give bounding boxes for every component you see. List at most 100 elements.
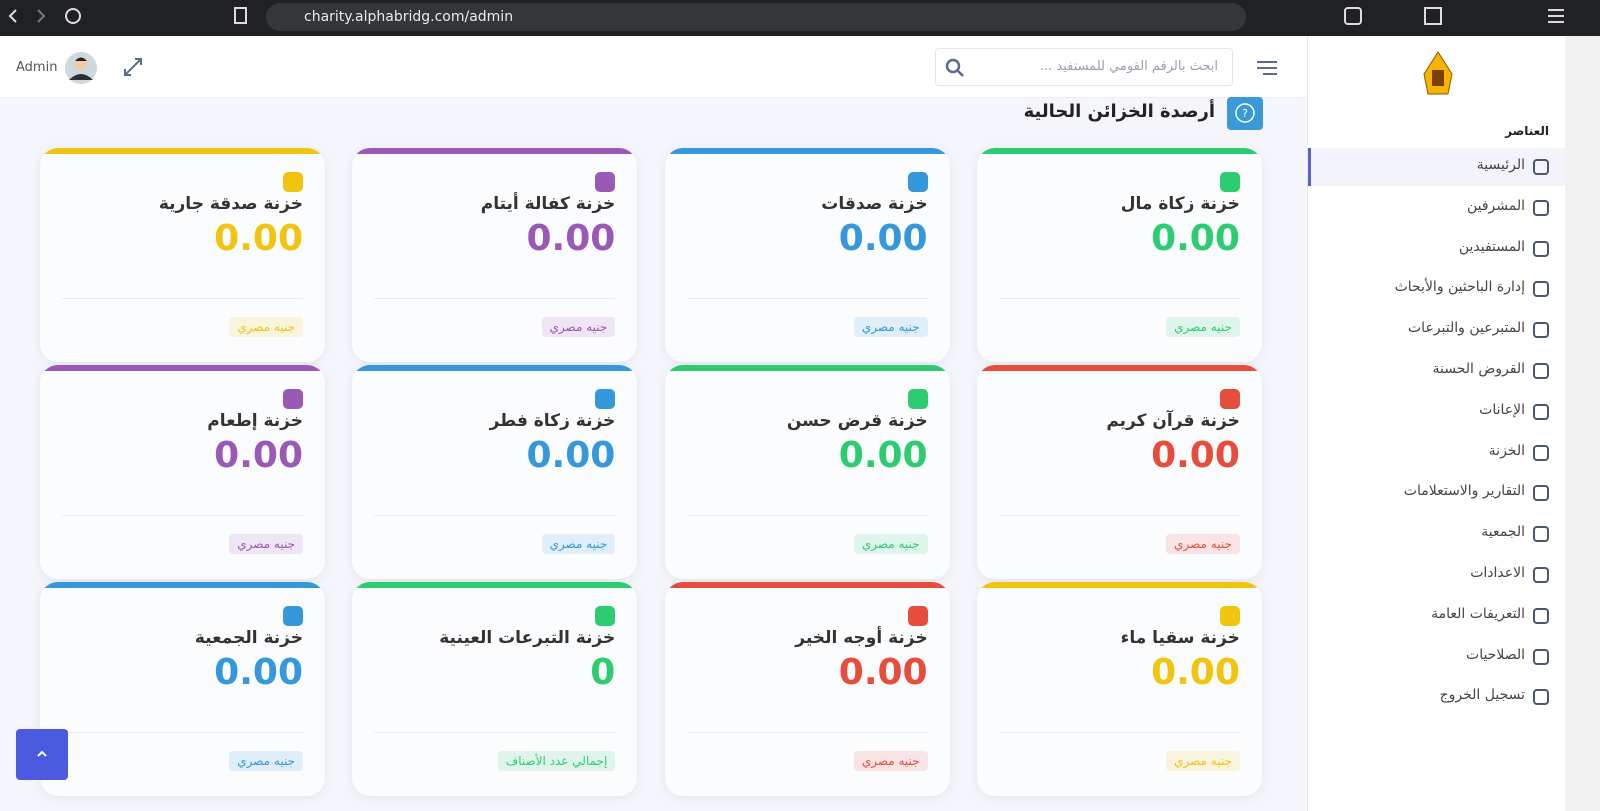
menu-icon <box>1533 526 1549 543</box>
card-top-border <box>976 582 1262 588</box>
card-icon <box>907 389 928 409</box>
card-icon <box>907 606 928 626</box>
card-value: 0.00 <box>838 435 928 476</box>
menu-icon <box>1533 199 1549 216</box>
card-top-border <box>976 148 1262 154</box>
menu-item[interactable]: المتبرعين والتبرعات <box>1408 320 1525 337</box>
avatar[interactable] <box>65 52 97 84</box>
card-title: خزنة إطعام <box>207 411 303 431</box>
treasury-card[interactable]: خزنة صدقات 0.00 جنيه مصري <box>664 148 950 362</box>
card-title: خزنة سقيا ماء <box>1120 628 1240 648</box>
menu-item[interactable]: الخزنة <box>1488 442 1525 459</box>
card-value: 0.00 <box>214 218 303 259</box>
card-badge: جنيه مصري <box>1166 534 1240 554</box>
treasury-card[interactable]: خزنة الجمعية 0.00 جنيه مصري <box>40 582 325 796</box>
search-input[interactable]: ابحث بالرقم القومي للمستفيد ... <box>935 48 1233 86</box>
card-divider <box>998 298 1240 299</box>
card-value: 0.00 <box>838 652 928 693</box>
menu-icon <box>1533 689 1549 706</box>
treasury-card[interactable]: خزنة زكاة فطر 0.00 جنيه مصري <box>352 365 638 579</box>
card-top-border <box>664 365 950 371</box>
menu-icon <box>1533 403 1549 420</box>
treasury-card[interactable]: خزنة إطعام 0.00 جنيه مصري <box>40 365 325 579</box>
card-badge: جنيه مصري <box>1166 751 1240 771</box>
menu-item[interactable]: الجمعية <box>1481 524 1525 541</box>
card-badge: جنيه مصري <box>853 317 928 337</box>
card-top-border <box>40 148 325 154</box>
card-value: 0.00 <box>1151 435 1240 476</box>
treasury-card[interactable]: خزنة سقيا ماء 0.00 جنيه مصري <box>976 582 1262 796</box>
card-icon <box>595 389 616 409</box>
menu-toggle[interactable] <box>1256 60 1278 76</box>
menu-icon <box>1533 607 1549 624</box>
card-title: خزنة كفالة أيتام <box>480 194 616 214</box>
active-indicator <box>1308 148 1566 186</box>
browser-bar: charity.alphabridg.com/admin <box>0 0 1600 36</box>
sidebar: العناصر الرئيسية المشرفين المستفيدين إدارة … <box>1307 36 1566 811</box>
card-title: خزنة صدقات <box>821 194 928 214</box>
search-icon <box>945 58 964 77</box>
card-title: خزنة التبرعات العينية <box>439 628 616 648</box>
treasury-card[interactable]: خزنة صدقة جارية 0.00 جنيه مصري <box>40 148 325 362</box>
menu-item[interactable]: القروض الحسنة <box>1432 361 1525 377</box>
treasury-card[interactable]: خزنة أوجه الخير 0.00 جنيه مصري <box>664 582 950 796</box>
card-icon <box>1219 389 1240 409</box>
menu-item[interactable]: الإعانات <box>1479 401 1525 418</box>
url-bar[interactable]: charity.alphabridg.com/admin <box>266 3 1246 31</box>
treasury-card[interactable]: خزنة كفالة أيتام 0.00 جنيه مصري <box>352 148 638 362</box>
menu-item[interactable]: الرئيسية <box>1476 157 1525 173</box>
menu-icon <box>1533 281 1549 298</box>
card-badge: جنيه مصري <box>1166 317 1240 337</box>
card-icon <box>283 172 303 192</box>
card-badge: جنيه مصري <box>229 751 303 771</box>
card-badge: جنيه مصري <box>541 534 616 554</box>
help-icon: ? <box>1227 97 1263 130</box>
card-top-border <box>352 365 638 371</box>
menu-item[interactable]: الاعدادات <box>1470 565 1525 581</box>
card-top-border <box>976 365 1262 371</box>
card-title: خزنة قرض حسن <box>786 411 928 431</box>
treasury-card[interactable]: خزنة قرض حسن 0.00 جنيه مصري <box>664 365 950 579</box>
card-value: 0.00 <box>214 652 303 693</box>
card-value: 0.00 <box>838 218 928 259</box>
card-top-border <box>352 582 638 588</box>
treasury-card[interactable]: خزنة زكاة مال 0.00 جنيه مصري <box>976 148 1262 362</box>
header: ابحث بالرقم القومي للمستفيد ... Admin <box>0 36 1307 98</box>
menu-item[interactable]: التقارير والاستعلامات <box>1403 483 1525 500</box>
menu-item[interactable]: الصلاحيات <box>1466 646 1525 663</box>
card-value: 0 <box>590 652 616 693</box>
card-value: 0.00 <box>526 435 616 476</box>
menu-item[interactable]: إدارة الباحثين والأبحاث <box>1394 279 1525 296</box>
menu-item[interactable]: تسجيل الخروج <box>1439 687 1525 704</box>
card-badge: جنيه مصري <box>229 317 303 337</box>
scroll-top-button[interactable] <box>16 729 68 780</box>
card-divider <box>62 515 303 516</box>
treasury-card[interactable]: خزنة التبرعات العينية 0 إجمالي عدد الأصناف <box>352 582 638 796</box>
card-title: خزنة صدقة جارية <box>158 194 303 214</box>
logo <box>1423 51 1453 95</box>
menu-item[interactable]: التعريفات العامة <box>1431 605 1525 622</box>
card-divider <box>686 515 928 516</box>
card-title: خزنة أوجه الخير <box>795 628 928 648</box>
menu-item[interactable]: المشرفين <box>1466 197 1525 214</box>
card-icon <box>283 389 303 409</box>
menu-icon <box>1533 485 1549 502</box>
card-top-border <box>664 148 950 154</box>
user-name[interactable]: Admin <box>16 60 58 75</box>
card-divider <box>998 732 1240 733</box>
card-top-border <box>40 582 325 588</box>
card-divider <box>62 732 303 733</box>
card-top-border <box>352 148 638 154</box>
menu-icon <box>1533 648 1549 665</box>
treasury-card[interactable]: خزنة قرآن كريم 0.00 جنيه مصري <box>976 365 1262 579</box>
card-value: 0.00 <box>1151 218 1240 259</box>
card-top-border <box>664 582 950 588</box>
svg-text:?: ? <box>1242 107 1248 120</box>
card-badge: جنيه مصري <box>541 317 616 337</box>
fullscreen-button[interactable] <box>123 57 143 77</box>
scrollbar[interactable] <box>1565 36 1600 811</box>
card-value: 0.00 <box>214 435 303 476</box>
menu-item[interactable]: المستفيدين <box>1458 238 1525 255</box>
card-icon <box>595 606 616 626</box>
